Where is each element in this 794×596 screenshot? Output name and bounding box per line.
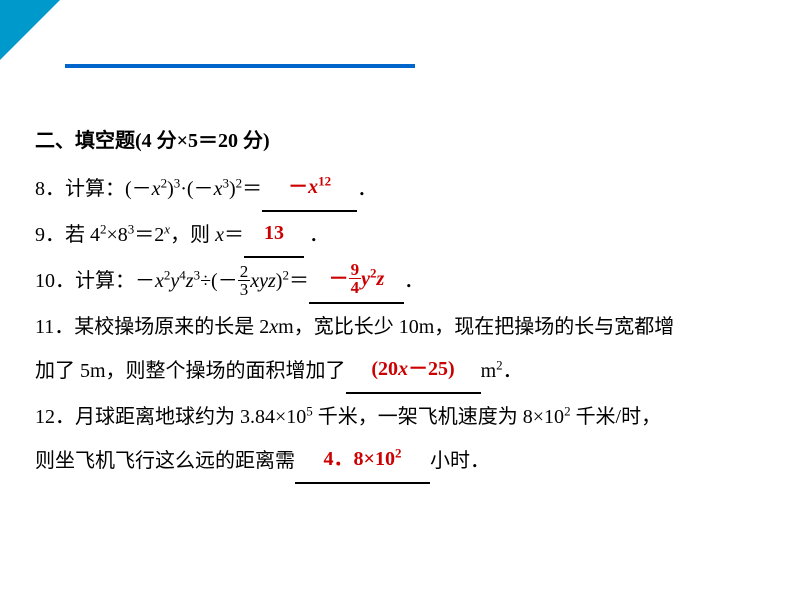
q8-x1: x	[152, 178, 161, 200]
q11-l1a: 11．某校操场原来的长是 2	[35, 316, 269, 338]
q8-ans-x: x	[308, 176, 318, 198]
q8-answer: －x12	[288, 176, 331, 198]
q10-answer: －94y2z	[329, 268, 385, 290]
q8-dot: ·(－	[180, 178, 213, 200]
q11-l2a: 加了 5m，则整个操场的面积增加了	[35, 360, 346, 382]
q8-blank: －x12	[262, 168, 357, 212]
content-area: 二、填空题(4 分×5＝20 分) 8．计算：(－x2)3·(－x3)2＝－x1…	[35, 120, 759, 486]
q9-tail: ．	[304, 224, 329, 246]
question-10: 10．计算：－x2y4z3÷(－23xyz)2＝－94y2z．	[35, 260, 759, 304]
question-11: 11．某校操场原来的长是 2xm，宽比长少 10m，现在把操场的长与宽都增	[35, 306, 759, 348]
header-underline	[65, 64, 415, 68]
q8-p2: )	[229, 178, 236, 200]
question-11-line2: 加了 5m，则整个操场的面积增加了(20x－25)m2．	[35, 350, 759, 394]
question-9: 9．若 42×83＝2x，则 x＝13 ．	[35, 214, 759, 258]
q10-ans-neg: －	[329, 268, 349, 290]
q10-xyz-z: z	[268, 270, 276, 292]
q12-answer: 4．8×102	[324, 448, 402, 470]
q12-l1c: 千米/时，	[571, 406, 662, 428]
q10-xyz-x: x	[250, 270, 259, 292]
corner-decoration	[0, 0, 60, 60]
q12-l2b: 小时．	[430, 450, 490, 472]
q8-tail: ．	[357, 178, 377, 200]
q11-ans-x: x	[398, 358, 408, 380]
q8-ans-neg: －	[288, 176, 308, 198]
q10-y: y	[170, 270, 179, 292]
q8-p1: )	[167, 178, 174, 200]
q10-ans-y: y	[361, 268, 370, 290]
q9-blank: 13	[244, 214, 304, 258]
q9-answer: 13	[264, 222, 284, 244]
q10-ans-frac: 94	[349, 261, 362, 296]
q10-fnum: 2	[238, 263, 251, 281]
q11-answer: (20x－25)	[371, 358, 454, 380]
q10-z: z	[186, 270, 194, 292]
q10-prefix: 10．计算：－	[35, 270, 155, 292]
q11-ans-open: (20	[371, 358, 398, 380]
q12-ans-e: 2	[395, 445, 402, 460]
q11-ans-close: －25)	[408, 358, 455, 380]
q10-x: x	[155, 270, 164, 292]
q10-blank: －94y2z	[309, 260, 404, 304]
question-12-line2: 则坐飞机飞行这么远的距离需 4．8×102 小时．	[35, 440, 759, 484]
q10-tail: ．	[404, 270, 424, 292]
q11-xm: x	[269, 316, 278, 338]
q9-mid: ×8	[107, 224, 128, 246]
q8-text: 8．计算：(－	[35, 178, 152, 200]
q9-prefix: 9．若 4	[35, 224, 100, 246]
q10-ans-num: 9	[349, 261, 362, 279]
q8-ans-exp: 12	[318, 173, 331, 188]
q10-fden: 3	[238, 281, 251, 298]
q10-eq: ＝	[289, 270, 309, 292]
q10-frac: 23	[238, 263, 251, 298]
q9-xv: x	[215, 224, 224, 246]
q10-ans-z: z	[377, 268, 385, 290]
q10-ans-den: 4	[349, 279, 362, 296]
q12-l1b: 千米，一架飞机速度为 8×10	[313, 406, 564, 428]
question-8: 8．计算：(－x2)3·(－x3)2＝－x12．	[35, 168, 759, 212]
q11-blank: (20x－25)	[346, 350, 481, 394]
q9-comma: ，则	[170, 224, 215, 246]
q12-l1a: 12．月球距离地球约为 3.84×10	[35, 406, 306, 428]
q8-eq: ＝	[242, 178, 262, 200]
q10-div: ÷(－	[200, 270, 238, 292]
q11-tail: ．	[503, 360, 523, 382]
q12-ans-txt: 4．8×10	[324, 448, 395, 470]
q10-xyz-y: y	[259, 270, 268, 292]
q9-eq2: ＝	[224, 224, 244, 246]
q12-blank: 4．8×102	[295, 440, 430, 484]
question-12: 12．月球距离地球约为 3.84×105 千米，一架飞机速度为 8×102 千米…	[35, 396, 759, 438]
q11-l1b: m，宽比长少 10m，现在把操场的长与宽都增	[278, 316, 674, 338]
section-header: 二、填空题(4 分×5＝20 分)	[35, 120, 759, 162]
q11-unit: m	[481, 360, 497, 382]
q12-l2a: 则坐飞机飞行这么远的距离需	[35, 450, 295, 472]
q9-eq1: ＝2	[134, 224, 164, 246]
